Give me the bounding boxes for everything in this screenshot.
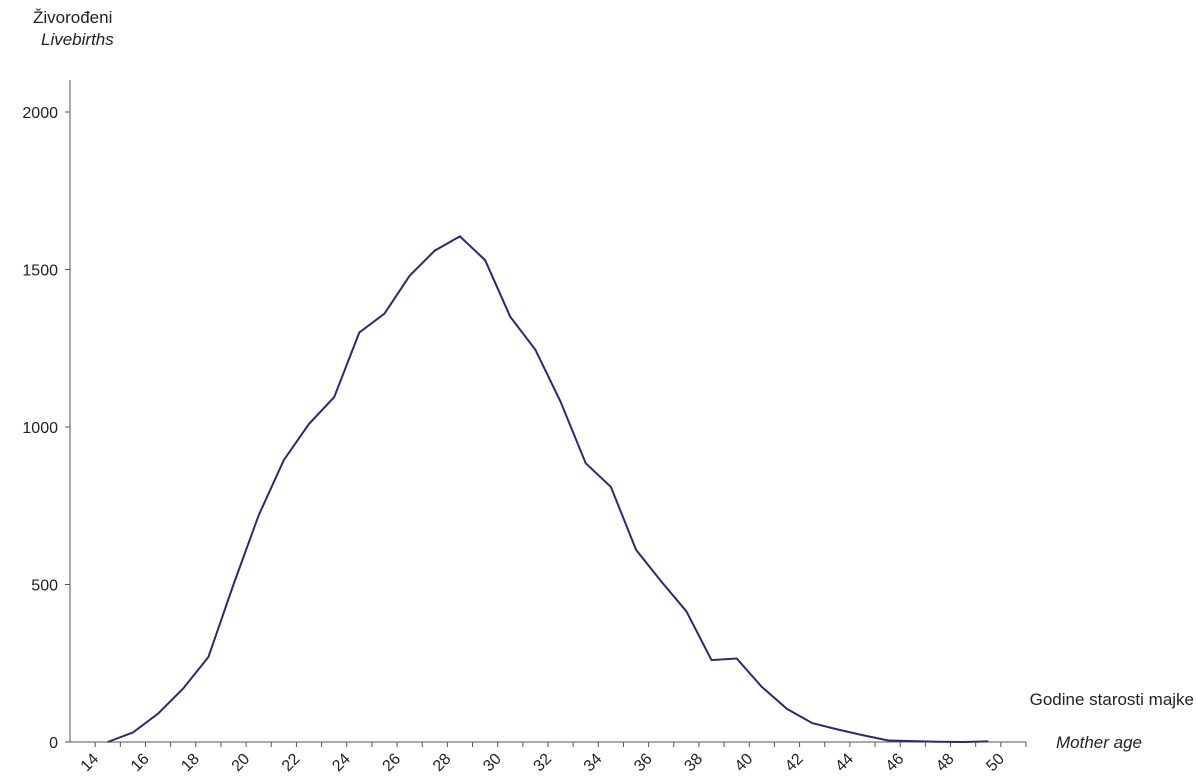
- y-axis-title-en: Livebirths: [41, 30, 114, 49]
- x-tick-label: 24: [329, 750, 354, 775]
- y-tick-label: 500: [31, 578, 58, 595]
- x-tick-label: 40: [732, 750, 757, 775]
- x-tick-label: 50: [983, 750, 1008, 775]
- tick-labels: 0 500 1000 1500 2000 14 16 18 20 22 24 26 28 30 32 34 36…: [22, 105, 1008, 775]
- x-tick-label: 28: [430, 750, 455, 775]
- x-tick-label: 36: [631, 750, 656, 775]
- x-tick-label: 26: [380, 750, 405, 775]
- x-tick-label: 16: [128, 750, 153, 775]
- x-tick-label: 30: [480, 750, 505, 775]
- x-tick-label: 46: [883, 750, 908, 775]
- series-line: [107, 235, 989, 744]
- x-tick-label: 44: [832, 750, 857, 775]
- x-axis-title-en: Mother age: [1056, 733, 1142, 752]
- ticks: [65, 111, 1027, 747]
- x-tick-label: 48: [933, 750, 958, 775]
- y-tick-label: 1000: [22, 420, 58, 437]
- x-tick-label: 22: [279, 750, 304, 775]
- x-tick-label: 18: [178, 750, 203, 775]
- x-tick-label: 32: [531, 750, 556, 775]
- series: [107, 235, 989, 744]
- x-tick-label: 38: [681, 750, 706, 775]
- y-tick-label: 0: [49, 735, 58, 752]
- y-axis-title: Živorođeni: [33, 8, 113, 27]
- y-tick-label: 2000: [22, 105, 58, 122]
- x-tick-label: 42: [782, 750, 807, 775]
- y-tick-label: 1500: [22, 263, 58, 280]
- x-tick-label: 14: [78, 750, 103, 775]
- x-axis-title: Godine starosti majke: [1029, 690, 1194, 709]
- x-tick-label: 34: [581, 750, 606, 775]
- x-tick-label: 20: [229, 750, 254, 775]
